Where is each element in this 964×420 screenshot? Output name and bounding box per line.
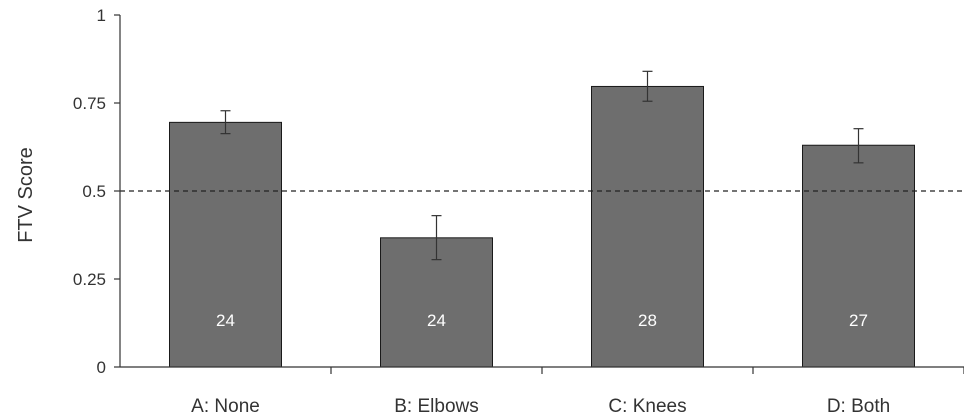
y-tick-label: 0.25	[73, 270, 106, 289]
y-axis-title: FTV Score	[15, 147, 37, 243]
bar-data-label: 27	[849, 311, 868, 330]
bar	[169, 121, 282, 368]
x-ticks-group: A: None B: Elbows C: Knees D: Both	[191, 367, 964, 417]
x-tick-label: C: Knees	[608, 396, 686, 417]
bar	[802, 144, 915, 368]
bars-group	[169, 85, 915, 368]
bar-data-label: 24	[216, 311, 235, 330]
bar-labels-group: 24 24 28 27	[216, 311, 868, 330]
x-tick-label: D: Both	[827, 396, 890, 417]
x-tick-label: B: Elbows	[394, 396, 478, 417]
error-bars-group	[220, 70, 864, 261]
y-axis-title-group: FTV Score	[15, 147, 37, 243]
x-tick-label: A: None	[191, 396, 260, 417]
y-tick-label: 0.5	[82, 182, 106, 201]
y-tick-label: 0.75	[73, 94, 106, 113]
bar	[591, 85, 704, 368]
y-ticks-group: 0 0.25 0.5 0.75 1	[73, 6, 120, 377]
y-tick-label: 1	[97, 6, 106, 25]
y-tick-label: 0	[97, 358, 106, 377]
bar-data-label: 28	[638, 311, 657, 330]
bar-data-label: 24	[427, 311, 446, 330]
